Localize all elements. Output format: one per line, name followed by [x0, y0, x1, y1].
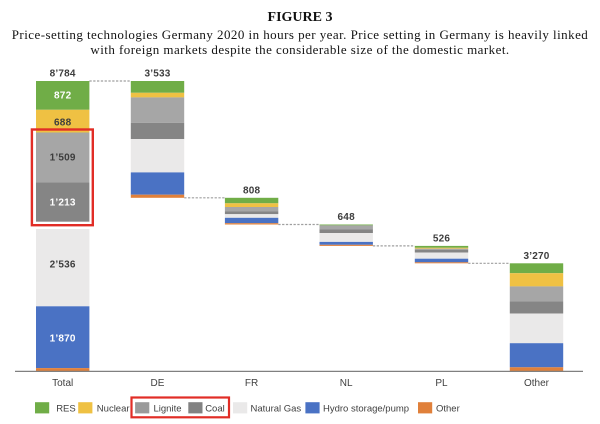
- svg-text:808: 808: [243, 185, 261, 196]
- svg-text:RES: RES: [56, 404, 76, 415]
- svg-text:Nuclear: Nuclear: [97, 404, 130, 415]
- svg-text:3’533: 3’533: [144, 69, 170, 80]
- svg-text:1’870: 1’870: [50, 333, 76, 344]
- svg-text:Total: Total: [52, 378, 73, 389]
- svg-text:PL: PL: [435, 378, 448, 389]
- svg-text:FR: FR: [245, 378, 258, 389]
- svg-text:Other: Other: [524, 378, 550, 389]
- svg-text:Lignite: Lignite: [154, 404, 182, 415]
- svg-text:526: 526: [433, 233, 451, 244]
- svg-text:Natural Gas: Natural Gas: [251, 404, 302, 415]
- svg-text:2’536: 2’536: [50, 260, 76, 271]
- svg-text:Hydro storage/pump: Hydro storage/pump: [323, 404, 409, 415]
- svg-text:872: 872: [54, 91, 72, 102]
- svg-text:Other: Other: [436, 404, 460, 415]
- svg-text:NL: NL: [340, 378, 353, 389]
- svg-text:648: 648: [338, 212, 356, 223]
- svg-text:688: 688: [54, 118, 72, 129]
- svg-text:DE: DE: [151, 378, 165, 389]
- svg-text:1’213: 1’213: [50, 198, 76, 209]
- svg-text:1’509: 1’509: [50, 153, 76, 164]
- svg-text:3’270: 3’270: [523, 251, 549, 262]
- svg-text:Coal: Coal: [205, 404, 225, 415]
- svg-text:8’784: 8’784: [50, 69, 76, 80]
